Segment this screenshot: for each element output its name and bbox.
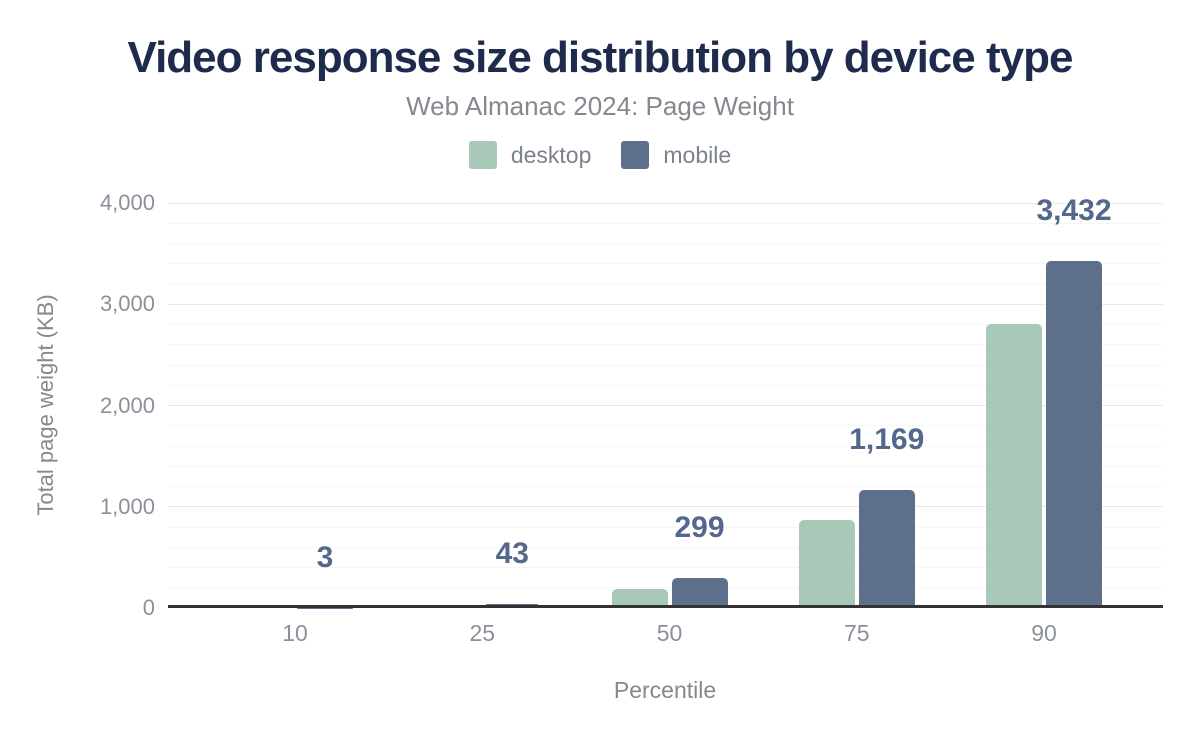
bar-desktop-p50[interactable] — [611, 589, 668, 608]
gridline-minor — [168, 243, 1163, 244]
gridline-major — [168, 506, 1163, 508]
x-tick-label: 90 — [1031, 620, 1057, 646]
x-axis-line — [168, 605, 1163, 608]
legend-label-desktop: desktop — [510, 141, 592, 168]
chart-subtitle: Web Almanac 2024: Page Weight — [406, 91, 794, 121]
gridline-major — [168, 202, 1163, 204]
y-axis-title: Total page weight (KB) — [33, 294, 58, 516]
x-tick-label: 50 — [656, 620, 683, 646]
gridline-minor — [168, 364, 1163, 366]
gridline-minor — [168, 445, 1163, 447]
y-tick-label: 4,000 — [99, 190, 155, 215]
gridline-minor — [168, 465, 1163, 467]
gridline-major — [168, 405, 1163, 406]
bar-value-label: 3,432 — [1036, 193, 1112, 227]
gridline-minor — [168, 222, 1163, 224]
legend-label-mobile: mobile — [663, 141, 732, 168]
legend-swatch-mobile-icon — [621, 141, 650, 169]
gridline-minor — [168, 425, 1163, 427]
x-tick-label: 75 — [843, 620, 870, 646]
x-tick-label: 25 — [469, 620, 496, 646]
bar-desktop-p90[interactable] — [986, 324, 1042, 608]
chart-title: Video response size distribution by devi… — [127, 33, 1074, 82]
bar-value-label: 299 — [674, 510, 725, 544]
gridline-minor — [168, 324, 1163, 325]
gridline-minor — [168, 546, 1163, 548]
y-tick-label: 3,000 — [99, 291, 155, 317]
plot-area: 0 1,000 2,000 3,000 4,000 3 10 43 25 299 50 1,169 75… — [100, 190, 1163, 646]
bar-value-label: 3 — [316, 540, 334, 574]
gridline-minor — [168, 283, 1163, 285]
gridline-minor — [168, 263, 1163, 265]
y-tick-label: 2,000 — [99, 392, 155, 418]
bar-desktop-p75[interactable] — [798, 520, 855, 608]
y-tick-label: 0 — [142, 595, 155, 620]
legend-item-desktop[interactable]: desktop — [468, 141, 592, 169]
gridline-minor — [168, 344, 1163, 346]
y-tick-label: 1,000 — [99, 493, 155, 519]
gridline-minor — [168, 567, 1163, 568]
bar-mobile-p90[interactable] — [1046, 260, 1102, 608]
gridline-minor — [168, 526, 1163, 528]
legend: desktop mobile — [0, 141, 1200, 169]
bar-value-label: 43 — [495, 536, 529, 570]
gridline-major — [168, 303, 1163, 305]
x-tick-label: 10 — [282, 620, 308, 646]
legend-item-mobile[interactable]: mobile — [621, 141, 731, 169]
gridline-minor — [168, 587, 1163, 589]
bar-value-label: 1,169 — [849, 422, 925, 456]
bar-mobile-p50[interactable] — [671, 577, 728, 608]
bar-mobile-p75[interactable] — [858, 489, 915, 608]
x-axis-title: Percentile — [613, 677, 717, 703]
legend-swatch-desktop-icon — [468, 141, 497, 169]
gridline-minor — [168, 384, 1163, 386]
gridline-minor — [168, 486, 1163, 487]
